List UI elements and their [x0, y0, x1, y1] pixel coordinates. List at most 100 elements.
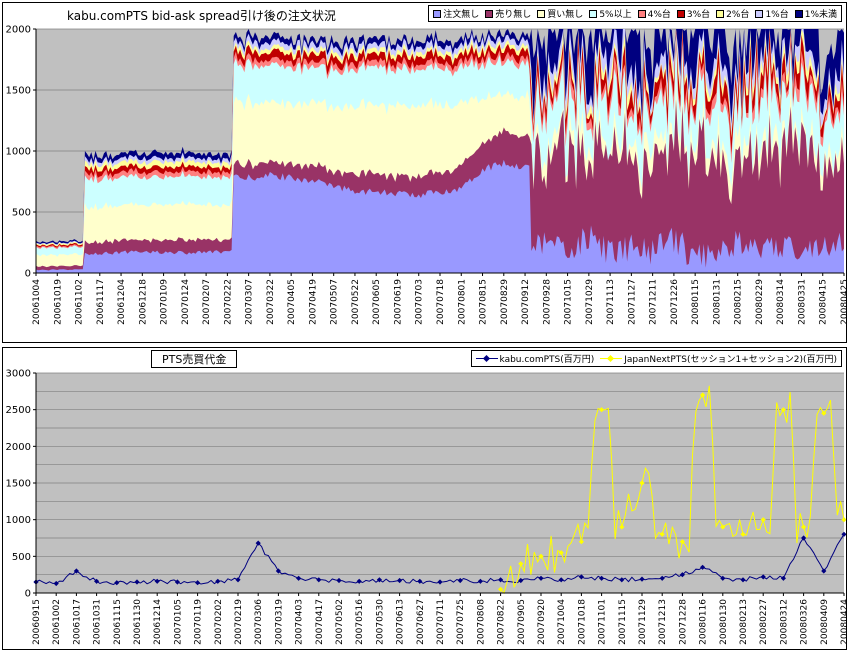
y-tick-label: 2500	[6, 405, 31, 416]
x-tick-label: 20071213	[658, 599, 668, 645]
x-tick-label: 20071228	[678, 599, 688, 645]
top-chart-title: kabu.comPTS bid-ask spread引け後の注文状況	[67, 7, 336, 24]
x-tick-label: 20061019	[53, 279, 63, 325]
marker-diamond	[801, 535, 807, 541]
marker-diamond	[659, 575, 665, 581]
x-tick-label: 20071115	[618, 599, 628, 645]
bottom-chart-legend: kabu.comPTS(百万円) JapanNextPTS(セッション1+セッショ…	[470, 350, 842, 367]
marker-diamond	[538, 575, 544, 581]
legend-label: 5%以上	[599, 10, 632, 20]
x-tick-label: 20070403	[295, 599, 305, 645]
x-tick-label: 20070307	[245, 279, 255, 325]
legend-item: 4%台	[637, 7, 671, 20]
y-tick-label: 1500	[6, 86, 31, 97]
marker-diamond	[174, 579, 180, 585]
marker-diamond	[215, 578, 221, 584]
x-tick-label: 20070718	[436, 279, 446, 325]
marker-diamond	[518, 561, 524, 567]
x-tick-label: 20061117	[96, 279, 106, 325]
x-tick-label: 20080415	[819, 279, 829, 325]
line-series	[500, 385, 845, 595]
x-tick-label: 20070829	[500, 279, 510, 325]
top-chart-panel: 0 500 1000 1500 2000 20061004 20061019 20061102…	[2, 2, 847, 343]
x-tick-label: 20070912	[521, 279, 531, 325]
legend-swatch-icon	[794, 9, 803, 18]
y-tick-label: 2000	[6, 25, 31, 36]
legend-item: 買い無し	[537, 7, 583, 20]
legend-swatch-icon	[537, 9, 546, 18]
marker-diamond	[619, 577, 625, 583]
y-tick-label: 500	[12, 552, 31, 563]
legend-item: 2%台	[716, 7, 749, 20]
legend-item: 1%台	[755, 7, 789, 20]
legend-label: kabu.comPTS(百万円)	[499, 355, 595, 365]
y-tick-label: 3000	[6, 369, 31, 380]
bottom-chart-plot-svg: 0 500 1000 1500 2000 2500 3000 20060915 20061002…	[6, 369, 846, 645]
x-tick-label: 20080116	[699, 599, 709, 645]
y-tick-label: 1000	[6, 515, 31, 526]
marker-diamond	[841, 531, 846, 537]
x-tick-label: 20080409	[820, 599, 830, 645]
x-tick-label: 20061004	[32, 279, 42, 325]
x-tick-label: 20080215	[734, 279, 744, 325]
x-tick-label: 20070417	[315, 599, 325, 645]
x-tick-label: 20070920	[537, 599, 547, 645]
legend-swatch-icon	[716, 9, 725, 18]
x-tick-label: 20071211	[649, 279, 659, 325]
x-tick-label: 20070627	[416, 599, 426, 645]
legend-item: JapanNextPTS(セッション1+セッション2)(百万円)	[600, 352, 837, 365]
x-tick-label: 20070516	[355, 599, 365, 645]
legend-label: JapanNextPTS(セッション1+セッション2)(百万円)	[624, 355, 837, 365]
legend-item: kabu.comPTS(百万円)	[475, 352, 595, 365]
x-tick-label: 20070808	[476, 599, 486, 645]
x-tick-label: 20080227	[759, 599, 769, 645]
x-tick-label: 20070619	[394, 279, 404, 325]
x-tick-label: 20070322	[266, 279, 276, 325]
x-tick-label: 20080130	[719, 599, 729, 645]
bottom-chart-panel: 0 500 1000 1500 2000 2500 3000 20060915 20061002…	[2, 347, 847, 650]
x-tick-label: 20070703	[415, 279, 425, 325]
legend-item: 売り無し	[485, 7, 531, 20]
x-tick-label: 20061130	[133, 599, 143, 645]
x-tick-label: 20071127	[627, 279, 637, 325]
marker-diamond	[700, 392, 706, 398]
x-tick-label: 20070507	[330, 279, 340, 325]
x-tick-label: 20070815	[479, 279, 489, 325]
marker-diamond	[700, 564, 706, 570]
legend-label: 1%未満	[804, 10, 837, 20]
x-tick-label: 20070711	[436, 599, 446, 645]
marker-diamond	[114, 580, 120, 586]
marker-diamond	[336, 577, 342, 584]
x-tick-label: 20071029	[585, 279, 595, 325]
x-tick-label: 20080229	[755, 279, 765, 325]
x-tick-label: 20070801	[457, 279, 467, 325]
marker-diamond	[720, 524, 726, 530]
x-tick-label: 20070522	[351, 279, 361, 325]
marker-diamond	[94, 578, 100, 584]
x-tick-label: 20070613	[396, 599, 406, 645]
x-tick-label: 20070928	[542, 279, 552, 325]
marker-diamond	[659, 531, 665, 537]
y-tick-label: 1000	[6, 147, 31, 158]
x-tick-label: 20070219	[234, 599, 244, 645]
marker-diamond	[679, 539, 685, 545]
x-tick-label: 20071129	[638, 599, 648, 645]
marker-diamond	[841, 517, 846, 523]
x-tick-label: 20070105	[173, 599, 183, 645]
legend-label: 1%台	[765, 10, 789, 20]
legend-label: 2%台	[726, 10, 750, 20]
x-tick-label: 20061031	[93, 599, 103, 645]
marker-diamond	[275, 568, 281, 574]
x-tick-label: 20070822	[497, 599, 507, 645]
legend-swatch-icon	[676, 9, 685, 18]
y-tick-label: 2000	[6, 442, 31, 453]
x-tick-label: 20070124	[181, 279, 191, 325]
x-tick-label: 20070502	[335, 599, 345, 645]
x-tick-label: 20071226	[670, 279, 680, 325]
x-tick-label: 20061214	[153, 599, 163, 645]
x-tick-label: 20070319	[274, 599, 284, 645]
x-tick-label: 20061218	[138, 279, 148, 325]
x-tick-label: 20071101	[598, 599, 608, 645]
x-tick-label: 20071004	[557, 599, 567, 645]
